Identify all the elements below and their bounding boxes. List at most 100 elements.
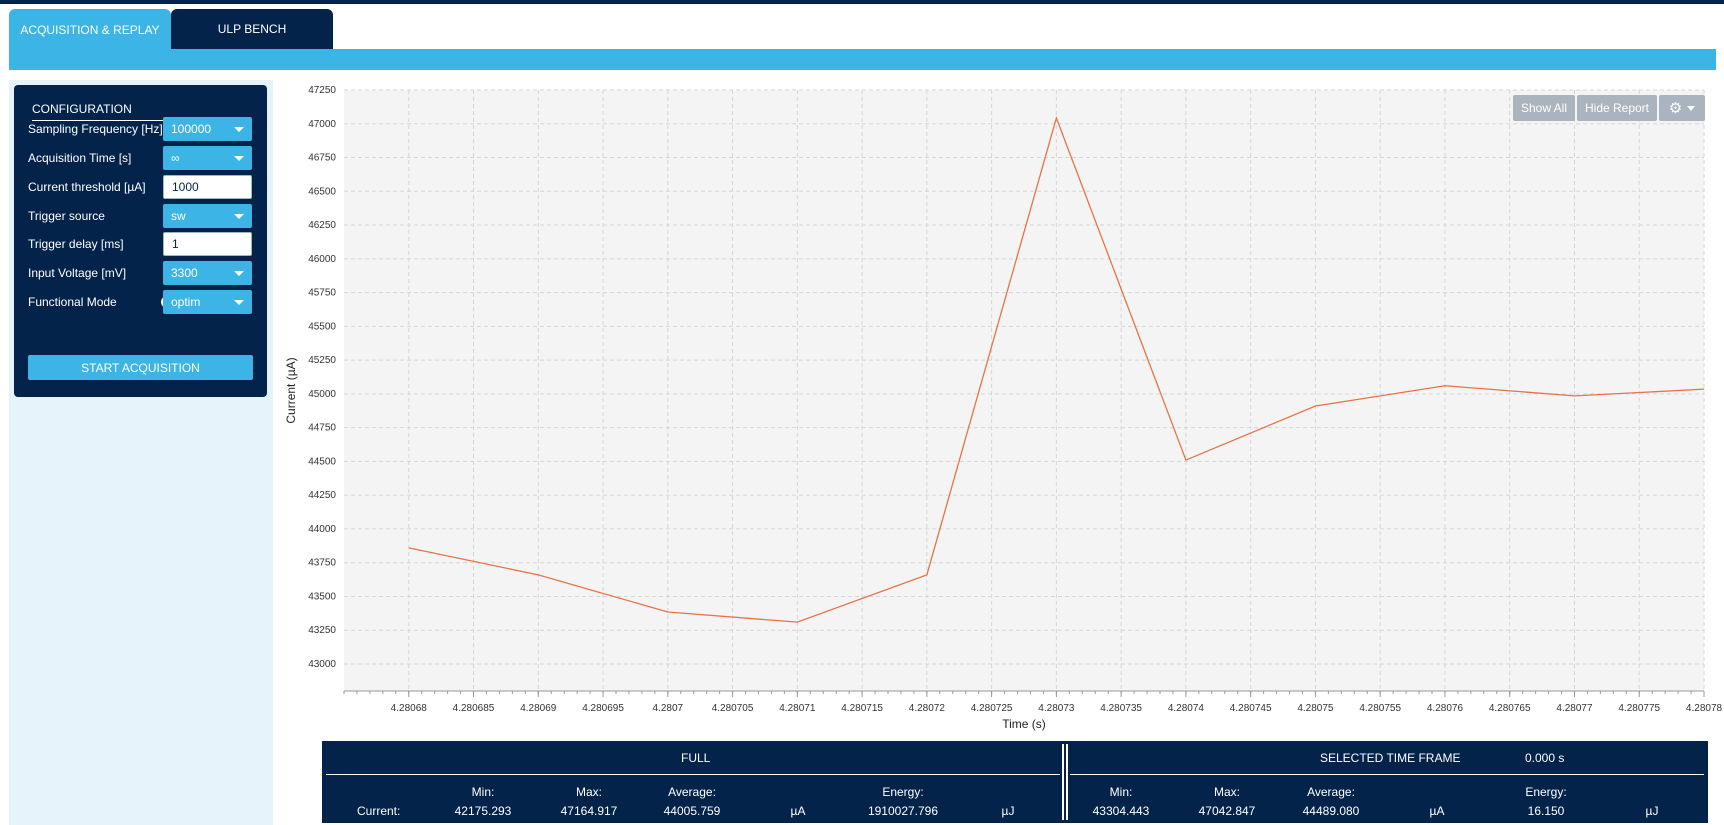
input-voltage-label: Input Voltage [mV] [28,266,127,280]
configuration-title: CONFIGURATION [32,97,252,121]
acquisition-time-select[interactable]: ∞ [163,146,252,170]
x-tick-label: 4.28075 [1297,703,1334,714]
selected-energy-unit: µJ [1645,804,1659,818]
plot-background [344,90,1704,691]
y-tick-label: 45500 [308,321,336,332]
current-chart[interactable]: 43000 43250 43500 43750 44000 44250 44500 44750… [280,80,1724,735]
selected-max-label: Max: [1213,785,1241,799]
current-threshold-row: Current threshold [µA] 1000 [28,175,253,199]
x-tick-label: 4.280725 [971,703,1013,714]
y-tick-label: 44500 [308,456,336,467]
chevron-down-icon [234,271,244,276]
acquisition-time-label: Acquisition Time [s] [28,151,132,165]
y-tick-label: 44000 [308,524,336,535]
configuration-title-text: CONFIGURATION [32,102,132,116]
report-selected-divider [1070,774,1704,775]
current-series-line [408,115,1705,623]
sampling-frequency-select[interactable]: 100000 [163,117,252,141]
hide-report-button[interactable]: Hide Report [1577,95,1657,121]
x-tick-label: 4.28068 [391,703,428,714]
current-threshold-label: Current threshold [µA] [28,180,146,194]
y-tick-label: 47000 [308,119,336,130]
chevron-down-icon [234,214,244,219]
y-tick-label: 45000 [308,389,336,400]
report-splitter[interactable] [1062,744,1068,820]
selected-max-value: 47042.847 [1198,804,1256,818]
report-selected-duration: 0.000 s [1525,751,1565,765]
y-axis-label: Current (µA) [284,357,298,423]
sampling-frequency-label: Sampling Frequency [Hz] [28,122,163,136]
full-min-value: 42175.293 [454,804,512,818]
trigger-source-label: Trigger source [28,209,105,223]
x-axis-label: Time (s) [1002,717,1046,731]
y-tick-label: 46250 [308,220,336,231]
x-tick-label: 4.280755 [1359,703,1401,714]
y-tick-label: 46500 [308,186,336,197]
top-border [0,0,1724,4]
trigger-source-value: sw [171,209,186,223]
x-tick-label: 4.280765 [1489,703,1531,714]
y-tick-label: 43250 [308,625,336,636]
full-max-label: Max: [575,785,603,799]
report-row-label: Current: [357,804,401,818]
full-average-value: 44005.759 [663,804,721,818]
current-threshold-input[interactable]: 1000 [163,175,252,199]
x-tick-label: 4.28078 [1686,703,1723,714]
x-tick-label: 4.28071 [779,703,816,714]
start-acquisition-label: START ACQUISITION [81,360,200,375]
y-tick-label: 45250 [308,355,336,366]
x-tick-label: 4.280715 [841,703,883,714]
functional-mode-select[interactable]: optim [163,290,252,314]
trigger-source-row: Trigger source sw [28,204,253,228]
trigger-source-select[interactable]: sw [163,204,252,228]
x-tick-label: 4.280705 [712,703,754,714]
sampling-frequency-row: Sampling Frequency [Hz] 100000 [28,117,253,141]
x-tick-label: 4.28072 [909,703,946,714]
report-selected: SELECTED TIME FRAME 0.000 s Min: Max: Av… [1070,741,1708,823]
chevron-down-icon [234,156,244,161]
show-all-button[interactable]: Show All [1513,95,1575,121]
sampling-frequency-value: 100000 [171,122,212,136]
input-voltage-row: Input Voltage [mV] 3300 [28,261,253,285]
full-energy-value: 1910027.796 [867,804,939,818]
tab-ulp-bench[interactable]: ULP BENCH [171,9,333,49]
input-voltage-select[interactable]: 3300 [163,261,252,285]
acquisition-time-row: Acquisition Time [s] ∞ [28,146,253,170]
report-panel: FULL Current: Min: Max: Average: Energy:… [322,741,1708,823]
trigger-delay-label: Trigger delay [ms] [28,237,124,251]
chevron-down-icon [234,300,244,305]
y-tick-label: 43500 [308,591,336,602]
chevron-down-icon [234,127,244,132]
report-full-title: FULL [681,751,711,765]
x-tick-label: 4.280775 [1618,703,1660,714]
selected-average-value: 44489.080 [1302,804,1360,818]
tab-content-bar [9,49,1716,70]
trigger-delay-input[interactable]: 1 [163,232,252,256]
y-tick-label: 44750 [308,423,336,434]
y-tick-label: 43000 [308,659,336,670]
show-all-label: Show All [1520,101,1568,115]
selected-energy-value: 16.150 [1527,804,1565,818]
chart-area: 43000 43250 43500 43750 44000 44250 44500 44750… [280,80,1724,735]
chart-settings-button[interactable]: ⚙ [1659,95,1705,121]
selected-min-value: 43304.443 [1092,804,1150,818]
y-tick-label: 45750 [308,288,336,299]
functional-mode-label: Functional Mode [28,295,117,309]
selected-average-label: Average: [1307,785,1355,799]
x-tick-label: 4.280695 [582,703,624,714]
report-selected-title: SELECTED TIME FRAME [1320,751,1461,765]
start-acquisition-button[interactable]: START ACQUISITION [28,355,253,380]
x-tick-label: 4.28073 [1038,703,1075,714]
trigger-delay-row: Trigger delay [ms] 1 [28,232,253,256]
x-tick-label: 4.280685 [453,703,495,714]
x-tick-label: 4.280735 [1100,703,1142,714]
tab-acquisition-replay[interactable]: ACQUISITION & REPLAY [9,9,171,50]
full-max-value: 47164.917 [560,804,618,818]
selected-energy-label: Energy: [1525,785,1567,799]
selected-current-unit: µA [1429,804,1445,818]
full-current-unit: µA [790,804,806,818]
y-tick-label: 44250 [308,490,336,501]
acquisition-time-value: ∞ [171,151,180,165]
gear-icon: ⚙ [1668,100,1683,117]
selected-min-label: Min: [1109,785,1133,799]
